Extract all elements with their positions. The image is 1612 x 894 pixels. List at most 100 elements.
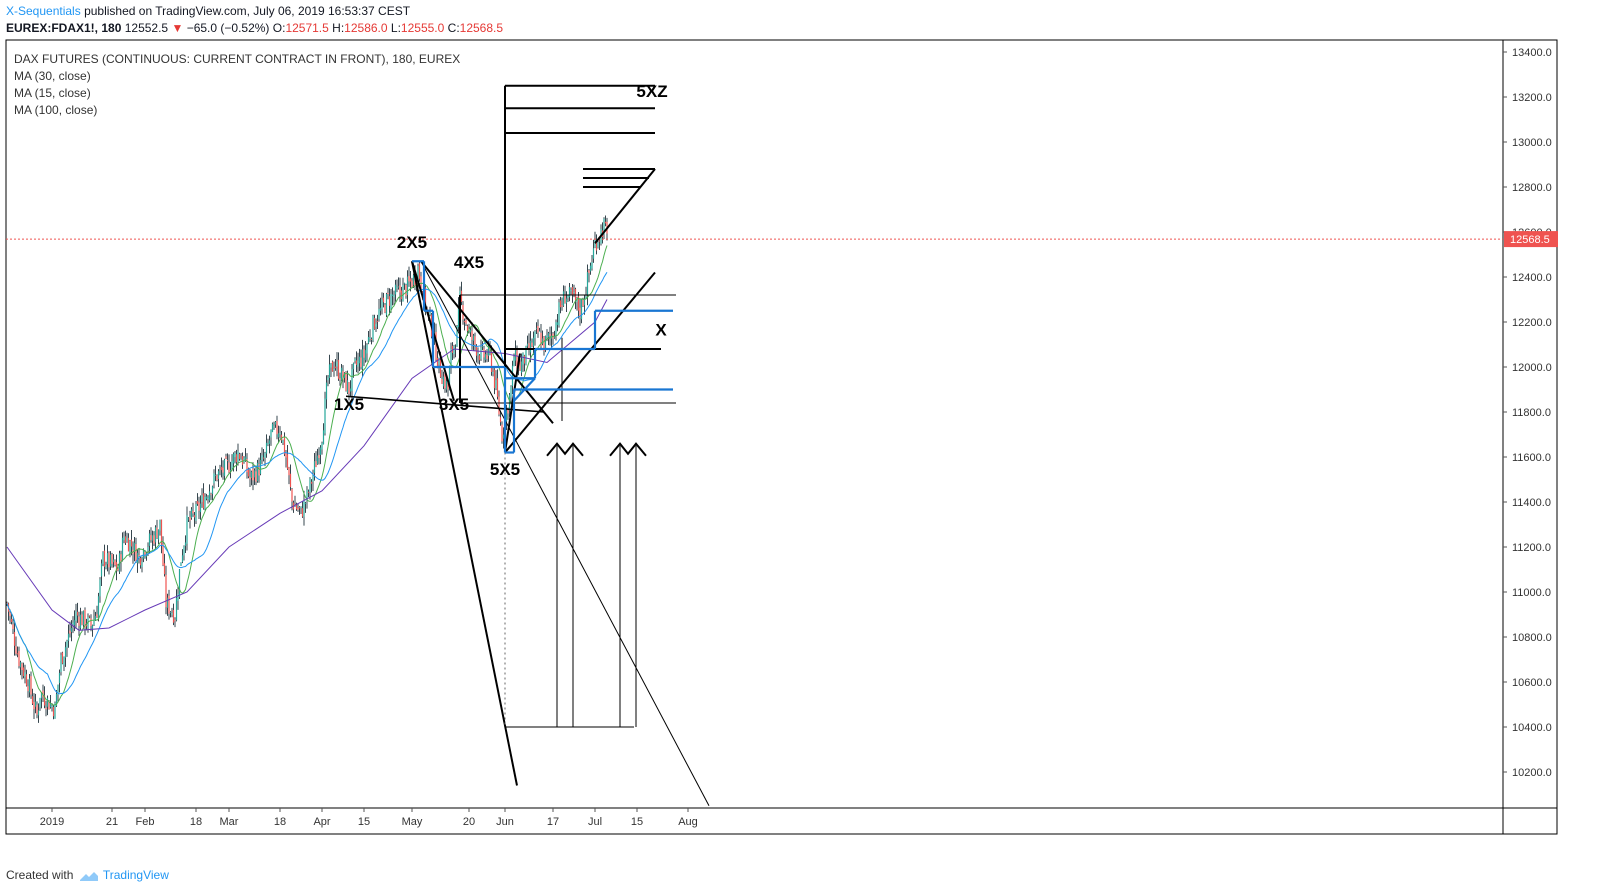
candle-body [31, 696, 34, 704]
candle-body [318, 455, 320, 459]
candle-body [66, 640, 68, 648]
candle-body [514, 348, 517, 361]
created-with-label: Created with [6, 868, 74, 882]
candle-body [91, 625, 94, 630]
candle-body [165, 574, 167, 608]
candle-body [439, 359, 442, 378]
candle-body [229, 470, 232, 472]
candle-body [466, 325, 469, 332]
candle-body [555, 322, 557, 336]
candle-body [559, 300, 562, 308]
candle-body [55, 694, 58, 706]
candle-body [192, 510, 194, 514]
candle-body [366, 344, 368, 354]
candle-body [385, 294, 388, 316]
candle-body [12, 624, 14, 630]
candle-body [438, 357, 440, 365]
candle-body [156, 527, 158, 539]
close-label: C: [447, 21, 460, 35]
candle-body [328, 364, 331, 378]
candle-body [6, 602, 8, 604]
candle-body [532, 337, 535, 347]
candle-body [154, 527, 157, 543]
candle-body [220, 466, 223, 471]
candle-body [279, 433, 281, 435]
candle-body [357, 360, 359, 367]
candle-body [54, 703, 56, 719]
symbol-label[interactable]: EUREX:FDAX1!, 180 [6, 21, 122, 35]
candle-body [33, 701, 35, 710]
tradingview-link[interactable]: TradingView [102, 868, 169, 882]
candle-body [148, 533, 151, 546]
candle-body [189, 516, 191, 521]
candle-body [598, 240, 601, 242]
candle-body [591, 261, 593, 269]
author-link[interactable]: X-Sequentials [6, 4, 81, 18]
candle-body [258, 464, 260, 476]
candle-body [501, 424, 503, 442]
candle-body [400, 290, 403, 300]
candle-body [108, 552, 110, 568]
candle-body [105, 565, 107, 568]
candle-body [471, 330, 473, 340]
candle-body [187, 518, 190, 520]
candle-body [519, 361, 521, 371]
candle-body [382, 297, 385, 303]
annotation-label: 5X5 [490, 460, 520, 479]
candle-body [546, 335, 548, 338]
candle-body [184, 542, 187, 546]
footer: Created with TradingView [6, 868, 169, 882]
candle-body [529, 340, 532, 353]
candle-body [205, 496, 208, 499]
candle-body [381, 299, 383, 309]
trendline-2x5-steep [411, 261, 518, 786]
candle-body [43, 695, 46, 706]
candle-body [82, 610, 85, 625]
price-tick-label: 10200.0 [1512, 767, 1552, 779]
last-price-tag-label: 12568.5 [1510, 234, 1550, 246]
up-arrow-icon [609, 442, 647, 457]
legend-ma15[interactable]: MA (15, close) [14, 86, 91, 100]
candle-body [307, 491, 310, 493]
time-tick-label: Aug [678, 816, 698, 828]
legend-ma30[interactable]: MA (30, close) [14, 69, 91, 83]
candle-body [573, 292, 575, 294]
candle-body [223, 459, 226, 476]
open-value: 12571.5 [285, 21, 329, 35]
candle-body [174, 619, 176, 621]
candle-body [337, 359, 340, 379]
candle-body [493, 369, 496, 389]
candle-body [477, 353, 479, 356]
candle-body [349, 388, 352, 392]
candle-body [283, 436, 286, 455]
candle-body [331, 361, 334, 372]
candle-body [204, 496, 206, 509]
candle-body [160, 519, 163, 546]
candle-body [106, 553, 109, 565]
candle-body [46, 697, 49, 707]
candle-body [348, 382, 350, 394]
candle-body [330, 363, 332, 368]
candle-body [441, 379, 443, 384]
candle-body [603, 218, 605, 235]
candle-body [201, 495, 203, 502]
candle-body [541, 338, 544, 344]
candle-body [271, 423, 274, 432]
candle-body [333, 369, 335, 371]
zone-segment [513, 377, 536, 402]
candle-body [451, 345, 454, 353]
candle-body [436, 357, 439, 368]
candle-body [334, 366, 337, 369]
candle-body [324, 398, 326, 434]
candle-body [100, 563, 103, 577]
candle-body [325, 382, 328, 400]
candle-body [58, 672, 61, 684]
legend-ma100[interactable]: MA (100, close) [14, 103, 98, 117]
candle-body [61, 652, 64, 664]
annotation-label: 3X5 [439, 395, 469, 414]
price-tick-label: 10600.0 [1512, 677, 1552, 689]
candle-body [211, 486, 214, 495]
candle-body [495, 380, 497, 389]
candle-body [49, 703, 52, 708]
